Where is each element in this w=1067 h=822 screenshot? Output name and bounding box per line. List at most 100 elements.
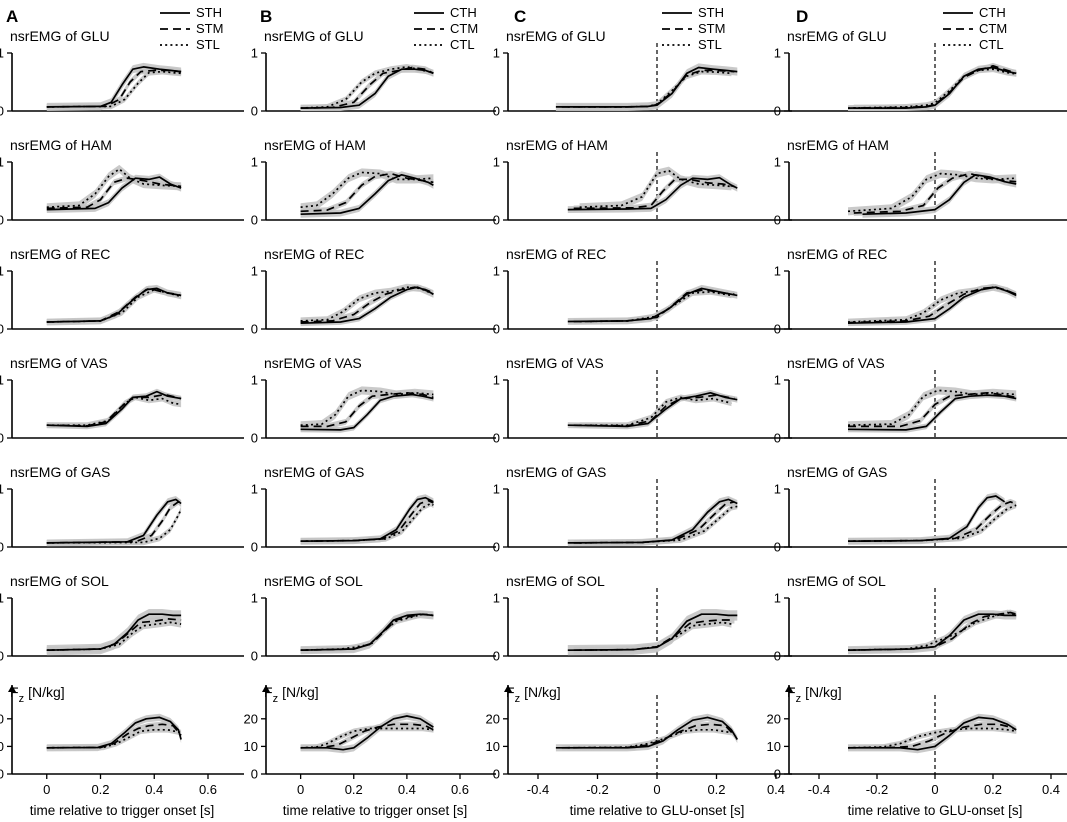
- muscle-label-ham: nsrEMG of HAM: [787, 137, 889, 153]
- row-ham: nsrEMG of HAM 0 1: [774, 137, 1067, 228]
- y-tick-label: 0: [493, 104, 500, 119]
- series-line-stm: [573, 178, 735, 210]
- sd-band-ctm: [848, 389, 1017, 430]
- sd-band-ctl: [300, 386, 434, 430]
- muscle-label-sol: nsrEMG of SOL: [264, 573, 363, 589]
- y-tick-label: 1: [774, 591, 781, 606]
- row-gas: nsrEMG of GAS 0 1: [493, 464, 792, 555]
- y-tick-label: 1: [774, 482, 781, 497]
- y-tick-label: 0: [493, 767, 500, 782]
- row-sol: nsrEMG of SOL 0 1: [493, 573, 792, 664]
- sd-band-ctl: [848, 609, 1017, 654]
- row-glu: nsrEMG of GLU 0 1: [251, 28, 496, 119]
- y-tick-label: 1: [0, 373, 4, 388]
- muscle-label-ham: nsrEMG of HAM: [506, 137, 608, 153]
- row-gas: nsrEMG of GAS 0 1: [774, 464, 1067, 555]
- x-tick-label: 0: [931, 782, 938, 797]
- legend-label-sth: STH: [196, 5, 222, 20]
- x-tick-label: 0.4: [145, 782, 163, 797]
- x-axis-label: time relative to trigger onset [s]: [283, 803, 468, 818]
- legend-label-stl: STL: [698, 37, 722, 52]
- sd-band-cth: [300, 391, 434, 433]
- x-tick-label: 0.4: [1042, 782, 1060, 797]
- series-line-ctl: [847, 504, 1017, 543]
- series-line-cth: [300, 68, 434, 109]
- x-tick-label: 0.6: [451, 782, 469, 797]
- series-line-ctl: [300, 502, 434, 543]
- muscle-label-gas: nsrEMG of GAS: [10, 464, 110, 480]
- x-tick-label: 0.6: [199, 782, 217, 797]
- y-tick-label: 0: [251, 213, 258, 228]
- y-tick-label: 0: [493, 431, 500, 446]
- row-fz: Fz[N/kg] 0 10 20 -0.4 -0.2 0 0.2 0.4 time relativ…: [486, 684, 792, 818]
- y-tick-label: 0: [251, 431, 258, 446]
- y-tick-label: 0: [251, 649, 258, 664]
- y-tick-label: 0: [251, 322, 258, 337]
- sd-band-ctm: [300, 721, 434, 751]
- series-line-stl: [46, 168, 182, 209]
- row-rec: nsrEMG of REC 0 1: [774, 246, 1067, 337]
- y-tick-label: 1: [774, 155, 781, 170]
- series-line-ctm: [300, 66, 434, 109]
- x-tick-label: 0: [653, 782, 660, 797]
- row-glu: nsrEMG of GLU 0 1: [774, 28, 1067, 119]
- series-line-stm: [561, 69, 735, 108]
- sd-band-cth: [848, 492, 1005, 545]
- y-tick-label: 1: [0, 264, 4, 279]
- series-line-stl: [567, 70, 732, 108]
- sd-band-ctl: [300, 611, 434, 654]
- row-sol: nsrEMG of SOL 0 1: [774, 573, 1067, 664]
- sd-band-ctl: [848, 66, 1017, 111]
- force-axis-label: Fz[N/kg]: [506, 684, 561, 705]
- series-line-ctm: [300, 391, 434, 428]
- sd-band-ctl: [300, 283, 434, 325]
- series-line-stl: [579, 291, 732, 323]
- y-axis-arrow: [504, 685, 512, 692]
- y-tick-label: 20: [244, 711, 258, 726]
- muscle-label-vas: nsrEMG of VAS: [506, 355, 604, 371]
- x-axis-label: time relative to trigger onset [s]: [30, 803, 215, 818]
- y-tick-label: 0: [0, 213, 4, 228]
- y-tick-label: 0: [251, 767, 258, 782]
- muscle-label-rec: nsrEMG of REC: [506, 246, 606, 262]
- sd-band-stl: [579, 289, 732, 325]
- legend-label-ctm: CTM: [450, 21, 478, 36]
- y-tick-label: 1: [251, 591, 258, 606]
- row-ham: nsrEMG of HAM 0 1: [251, 137, 496, 228]
- y-tick-label: 0: [0, 104, 4, 119]
- row-sol: nsrEMG of SOL 0 1: [0, 573, 244, 664]
- x-tick-label: -0.4: [527, 782, 549, 797]
- x-tick-label: -0.2: [866, 782, 888, 797]
- series-line-ctm: [853, 172, 1017, 214]
- y-tick-label: 0: [493, 649, 500, 664]
- sd-band-ctm: [300, 64, 434, 111]
- muscle-label-gas: nsrEMG of GAS: [264, 464, 364, 480]
- y-tick-label: 0: [251, 540, 258, 555]
- series-line-stl: [579, 505, 738, 544]
- row-gas: nsrEMG of GAS 0 1: [251, 464, 496, 555]
- y-tick-label: 0: [774, 104, 781, 119]
- series-line-sth: [46, 176, 182, 211]
- muscle-label-sol: nsrEMG of SOL: [506, 573, 605, 589]
- row-rec: nsrEMG of REC 0 1: [0, 246, 244, 337]
- muscle-label-ham: nsrEMG of HAM: [10, 137, 112, 153]
- sd-band-stl: [567, 727, 732, 751]
- row-rec: nsrEMG of REC 0 1: [493, 246, 792, 337]
- series-line-ctm: [847, 64, 1017, 109]
- sd-band-stl: [46, 286, 182, 325]
- series-line-stl: [46, 508, 182, 544]
- row-glu: nsrEMG of GLU 0 1: [0, 28, 244, 119]
- legend-label-sth: STH: [698, 5, 724, 20]
- series-line-ctl: [300, 727, 434, 749]
- y-axis-arrow: [262, 685, 270, 692]
- y-tick-label: 1: [493, 264, 500, 279]
- sd-band-ctm: [853, 170, 1017, 216]
- y-tick-label: 1: [251, 482, 258, 497]
- x-tick-label: 0.2: [984, 782, 1002, 797]
- x-tick-label: 0.4: [767, 782, 785, 797]
- series-line-stl: [579, 169, 732, 209]
- series-line-stm: [46, 618, 182, 652]
- row-vas: nsrEMG of VAS 0 1: [251, 355, 496, 446]
- legend-label-ctm: CTM: [979, 21, 1007, 36]
- row-vas: nsrEMG of VAS 0 1: [0, 355, 244, 446]
